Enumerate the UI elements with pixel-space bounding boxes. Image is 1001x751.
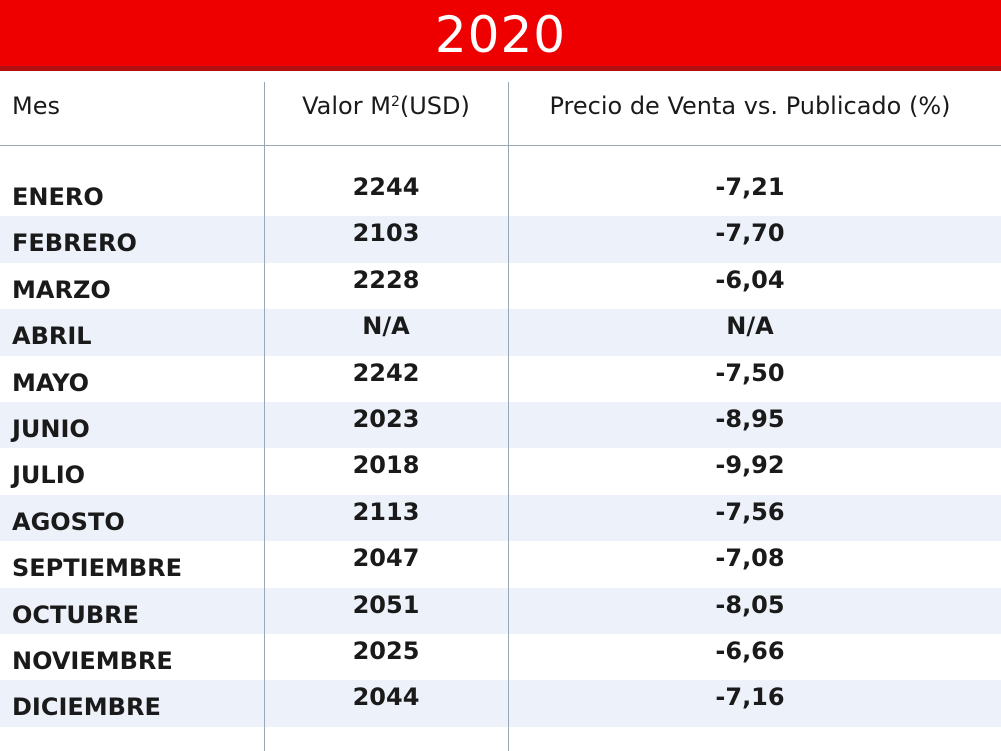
cell-valor: 2018 [352,451,420,480]
table-row: NOVIEMBRE 2025 -6,66 [0,634,1001,680]
header-valor: Valor M2(USD) [264,92,508,120]
cell-precio: -6,66 [715,636,785,665]
cell-precio: -7,50 [715,358,785,387]
header-mes: Mes [12,92,60,120]
cell-precio: -8,05 [715,590,785,619]
cell-precio: -7,56 [715,497,785,526]
cell-precio: N/A [726,312,774,341]
cell-precio: -7,21 [715,173,785,201]
cell-valor: 2242 [352,358,420,387]
table-row: OCTUBRE 2051 -8,05 [0,587,1001,634]
cell-precio: -7,70 [715,219,785,248]
cell-valor: 2113 [352,497,420,526]
cell-mes: MAYO [12,368,90,397]
cell-valor: 2103 [352,219,420,248]
cell-valor: 2244 [352,173,420,201]
table-row: ENERO 2244 -7,21 [0,170,1001,216]
table-row: AGOSTO 2113 -7,56 [0,494,1001,542]
table-header: Mes Valor M2(USD) Precio de Venta vs. Pu… [0,82,1001,146]
cell-mes: MARZO [12,275,111,304]
table-row: FEBRERO 2103 -7,70 [0,216,1001,263]
cell-mes: OCTUBRE [12,600,140,629]
cell-precio: -7,16 [715,683,785,712]
cell-mes: JULIO [12,461,86,490]
cell-precio: -8,95 [715,404,785,433]
column-divider-1 [264,82,265,751]
table-row: MAYO 2242 -7,50 [0,356,1001,402]
cell-valor: 2047 [352,544,420,573]
cell-mes: JUNIO [12,414,90,443]
data-table: Mes Valor M2(USD) Precio de Venta vs. Pu… [0,82,1001,751]
cell-valor: 2228 [352,265,420,294]
table-row: JUNIO 2023 -8,95 [0,401,1001,449]
cell-mes: ENERO [12,183,104,211]
cell-mes: SEPTIEMBRE [12,554,183,583]
header-valor-superscript: 2 [390,94,400,110]
header-valor-main: Valor M [302,92,391,120]
table-row: MARZO 2228 -6,04 [0,263,1001,309]
table-row: SEPTIEMBRE 2047 -7,08 [0,541,1001,587]
cell-mes: NOVIEMBRE [12,646,173,675]
header-precio: Precio de Venta vs. Publicado (%) [549,92,951,120]
cell-valor: 2044 [352,683,420,712]
title-banner: 2020 [0,0,1001,71]
page-title: 2020 [434,6,567,64]
table-row: ABRIL N/A N/A [0,309,1001,356]
cell-precio: -9,92 [715,451,785,480]
cell-mes: AGOSTO [12,507,125,536]
cell-mes: DICIEMBRE [12,693,161,722]
table-row: JULIO 2018 -9,92 [0,448,1001,494]
column-divider-2 [508,82,509,751]
cell-precio: -6,04 [715,265,785,294]
cell-precio: -7,08 [715,544,785,573]
cell-valor: 2023 [352,404,420,433]
cell-valor: N/A [362,312,410,341]
cell-mes: FEBRERO [12,229,137,258]
table-body: ENERO 2244 -7,21 FEBRERO 2103 -7,70 MARZO 2228 -… [0,170,1001,727]
header-valor-unit: (USD) [399,92,470,120]
cell-mes: ABRIL [12,322,92,351]
table-row: DICIEMBRE 2044 -7,16 [0,680,1001,727]
cell-valor: 2051 [352,590,420,619]
cell-valor: 2025 [352,636,420,665]
